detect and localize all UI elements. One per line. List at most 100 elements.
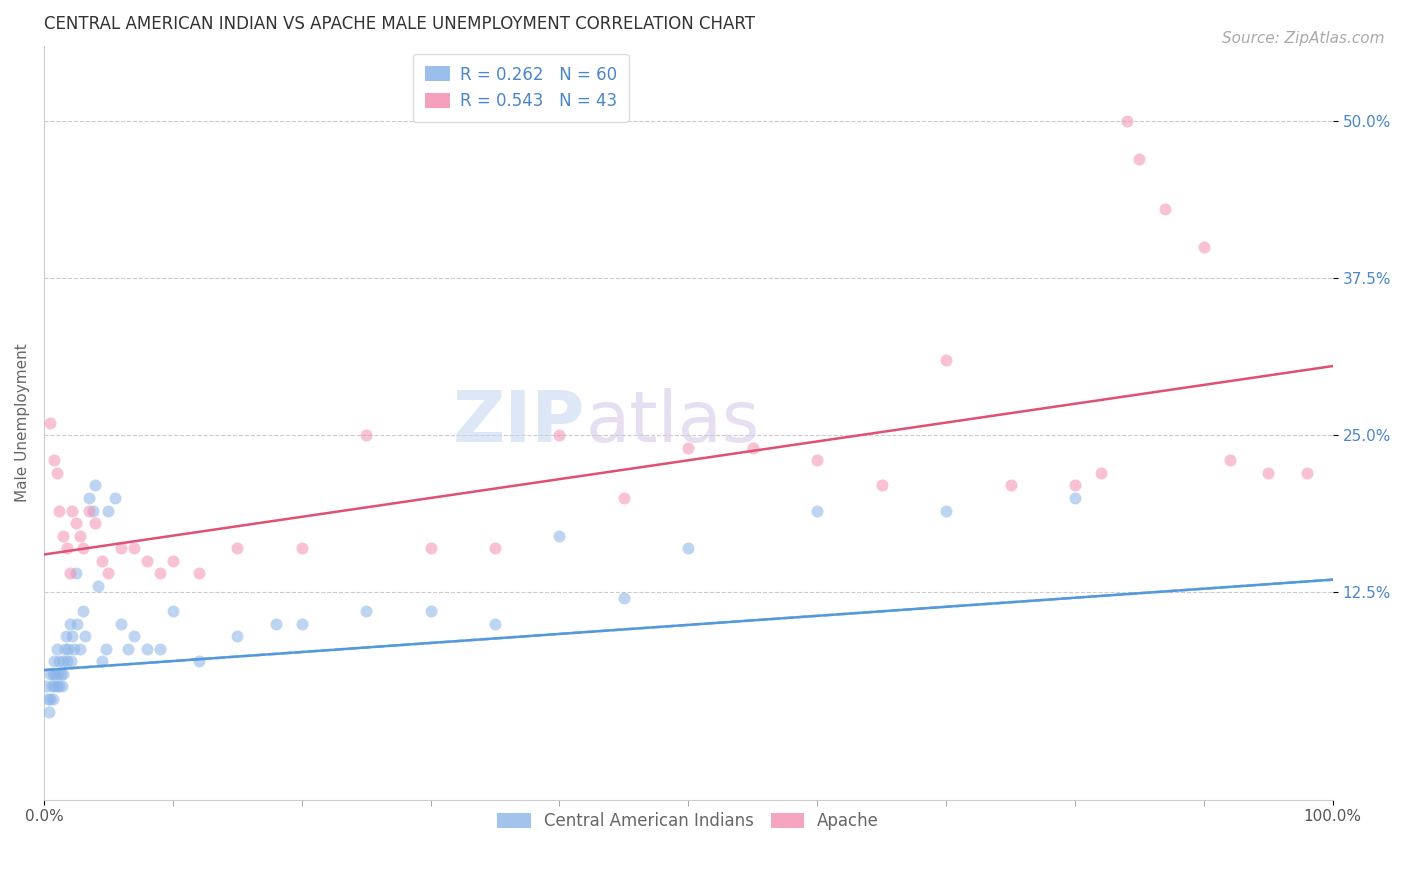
Point	[58, 641, 80, 656]
Point	[53, 641, 76, 656]
Point	[97, 503, 120, 517]
Point	[39, 416, 62, 430]
Point	[291, 541, 314, 556]
Point	[226, 629, 249, 643]
Point	[39, 666, 62, 681]
Point	[354, 604, 377, 618]
Point	[226, 541, 249, 556]
Point	[51, 680, 73, 694]
Point	[56, 541, 79, 556]
Point	[136, 554, 159, 568]
Text: Source: ZipAtlas.com: Source: ZipAtlas.com	[1222, 31, 1385, 46]
Point	[97, 566, 120, 581]
Point	[65, 566, 87, 581]
Point	[90, 654, 112, 668]
Point	[37, 692, 59, 706]
Point	[75, 629, 97, 643]
Point	[1128, 152, 1150, 166]
Point	[1064, 478, 1087, 492]
Point	[77, 491, 100, 505]
Point	[45, 641, 67, 656]
Point	[419, 604, 441, 618]
Point	[60, 503, 83, 517]
Point	[65, 516, 87, 530]
Point	[39, 692, 62, 706]
Point	[45, 680, 67, 694]
Point	[42, 692, 65, 706]
Point	[935, 503, 957, 517]
Point	[187, 654, 209, 668]
Point	[162, 554, 184, 568]
Point	[149, 566, 172, 581]
Point	[84, 478, 107, 492]
Point	[56, 654, 79, 668]
Point	[806, 503, 828, 517]
Point	[678, 541, 700, 556]
Point	[484, 541, 506, 556]
Point	[42, 666, 65, 681]
Point	[117, 641, 139, 656]
Point	[935, 352, 957, 367]
Point	[55, 629, 77, 643]
Point	[110, 541, 132, 556]
Text: CENTRAL AMERICAN INDIAN VS APACHE MALE UNEMPLOYMENT CORRELATION CHART: CENTRAL AMERICAN INDIAN VS APACHE MALE U…	[44, 15, 755, 33]
Point	[69, 641, 91, 656]
Point	[741, 441, 763, 455]
Point	[162, 604, 184, 618]
Point	[678, 441, 700, 455]
Point	[49, 666, 72, 681]
Point	[52, 654, 75, 668]
Point	[136, 641, 159, 656]
Point	[1115, 114, 1137, 128]
Point	[77, 503, 100, 517]
Point	[613, 491, 636, 505]
Point	[60, 629, 83, 643]
Point	[66, 616, 89, 631]
Point	[72, 541, 94, 556]
Point	[1000, 478, 1022, 492]
Point	[1064, 491, 1087, 505]
Point	[122, 541, 145, 556]
Text: atlas: atlas	[585, 388, 759, 457]
Point	[613, 591, 636, 606]
Point	[110, 616, 132, 631]
Point	[52, 666, 75, 681]
Point	[1090, 466, 1112, 480]
Point	[38, 705, 60, 719]
Point	[48, 680, 70, 694]
Point	[291, 616, 314, 631]
Point	[44, 453, 66, 467]
Point	[44, 680, 66, 694]
Point	[104, 491, 127, 505]
Point	[264, 616, 287, 631]
Point	[59, 616, 82, 631]
Point	[59, 566, 82, 581]
Point	[72, 604, 94, 618]
Point	[484, 616, 506, 631]
Point	[548, 428, 571, 442]
Point	[82, 503, 104, 517]
Point	[122, 629, 145, 643]
Point	[90, 554, 112, 568]
Point	[149, 641, 172, 656]
Point	[806, 453, 828, 467]
Point	[45, 466, 67, 480]
Legend: Central American Indians, Apache: Central American Indians, Apache	[491, 805, 886, 837]
Point	[48, 654, 70, 668]
Point	[44, 666, 66, 681]
Point	[1192, 240, 1215, 254]
Point	[69, 529, 91, 543]
Point	[62, 641, 84, 656]
Point	[84, 516, 107, 530]
Point	[1154, 202, 1177, 216]
Point	[870, 478, 893, 492]
Point	[48, 503, 70, 517]
Y-axis label: Male Unemployment: Male Unemployment	[15, 343, 30, 502]
Point	[87, 579, 110, 593]
Point	[1219, 453, 1241, 467]
Point	[46, 666, 69, 681]
Point	[187, 566, 209, 581]
Point	[52, 529, 75, 543]
Point	[419, 541, 441, 556]
Point	[548, 529, 571, 543]
